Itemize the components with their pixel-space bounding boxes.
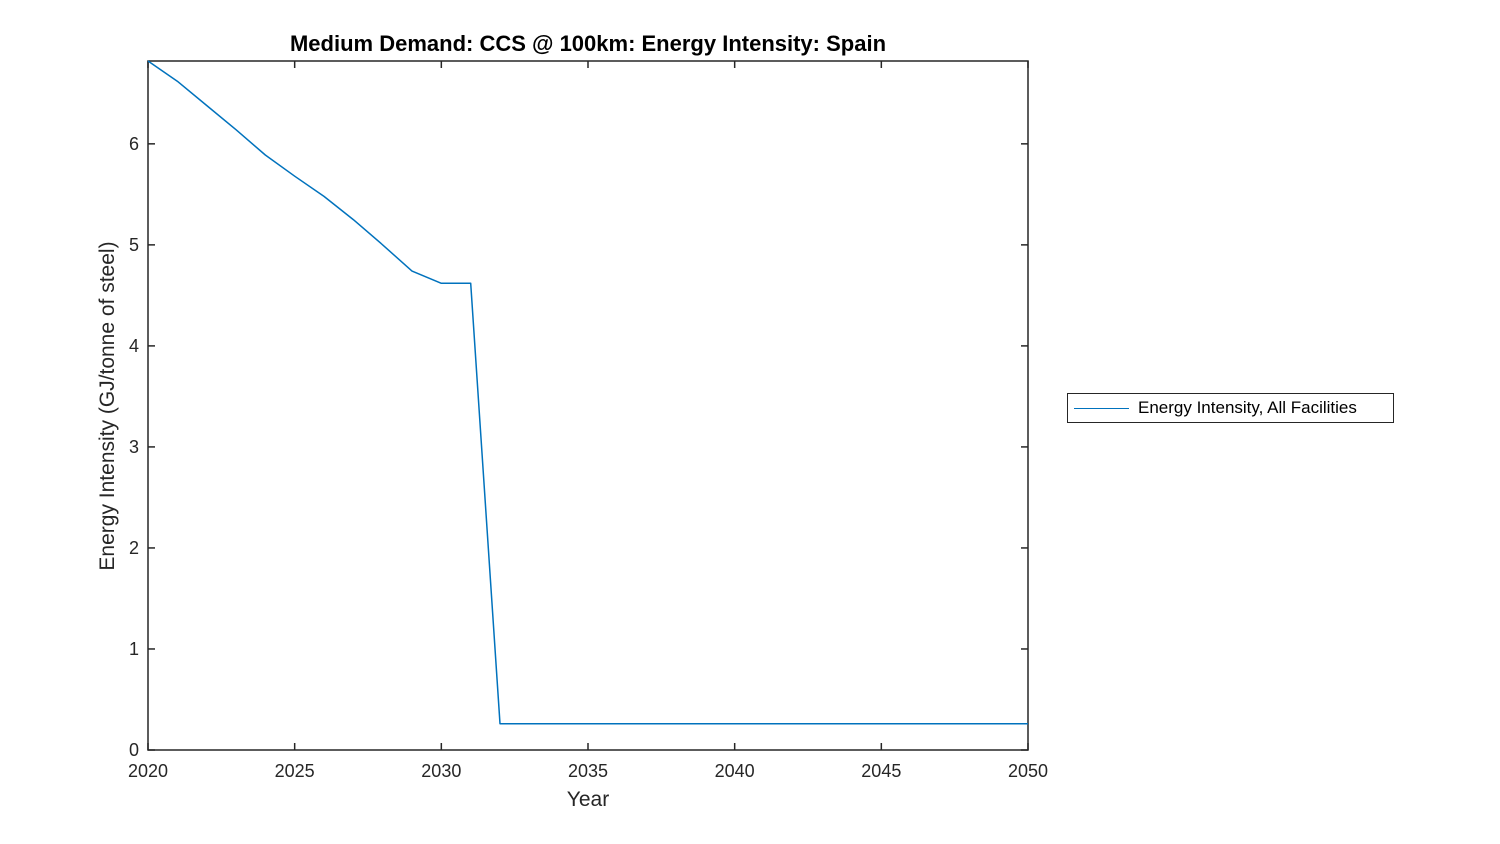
x-tick-label: 2025: [275, 761, 315, 781]
legend-entry-label: Energy Intensity, All Facilities: [1138, 398, 1357, 417]
x-tick-label: 2050: [1008, 761, 1048, 781]
series-line: [147, 60, 1028, 725]
y-tick-label: 0: [129, 740, 139, 760]
x-axis-label: Year: [566, 788, 610, 811]
x-tick-label: 2030: [421, 761, 461, 781]
x-tick-label: 2045: [861, 761, 901, 781]
legend: Energy Intensity, All Facilities: [1067, 393, 1394, 423]
legend-line-sample: [1074, 407, 1129, 409]
x-axis-ticks: 2020 2025 2030 2035 2040 2045 2050: [128, 61, 1048, 781]
y-tick-label: 3: [129, 437, 139, 457]
y-axis-ticks: 0 1 2 3 4 5 6: [129, 134, 1028, 760]
y-tick-label: 6: [129, 134, 139, 154]
y-tick-label: 5: [129, 235, 139, 255]
x-tick-label: 2020: [128, 761, 168, 781]
y-tick-label: 4: [129, 336, 139, 356]
axes-box: [147, 60, 1029, 751]
chart-title: Medium Demand: CCS @ 100km: Energy Inten…: [289, 31, 887, 56]
y-tick-label: 2: [129, 538, 139, 558]
y-axis-label: Energy Intensity (GJ/tonne of steel): [96, 241, 119, 571]
x-tick-label: 2035: [568, 761, 608, 781]
x-tick-label: 2040: [715, 761, 755, 781]
y-tick-label: 1: [129, 639, 139, 659]
